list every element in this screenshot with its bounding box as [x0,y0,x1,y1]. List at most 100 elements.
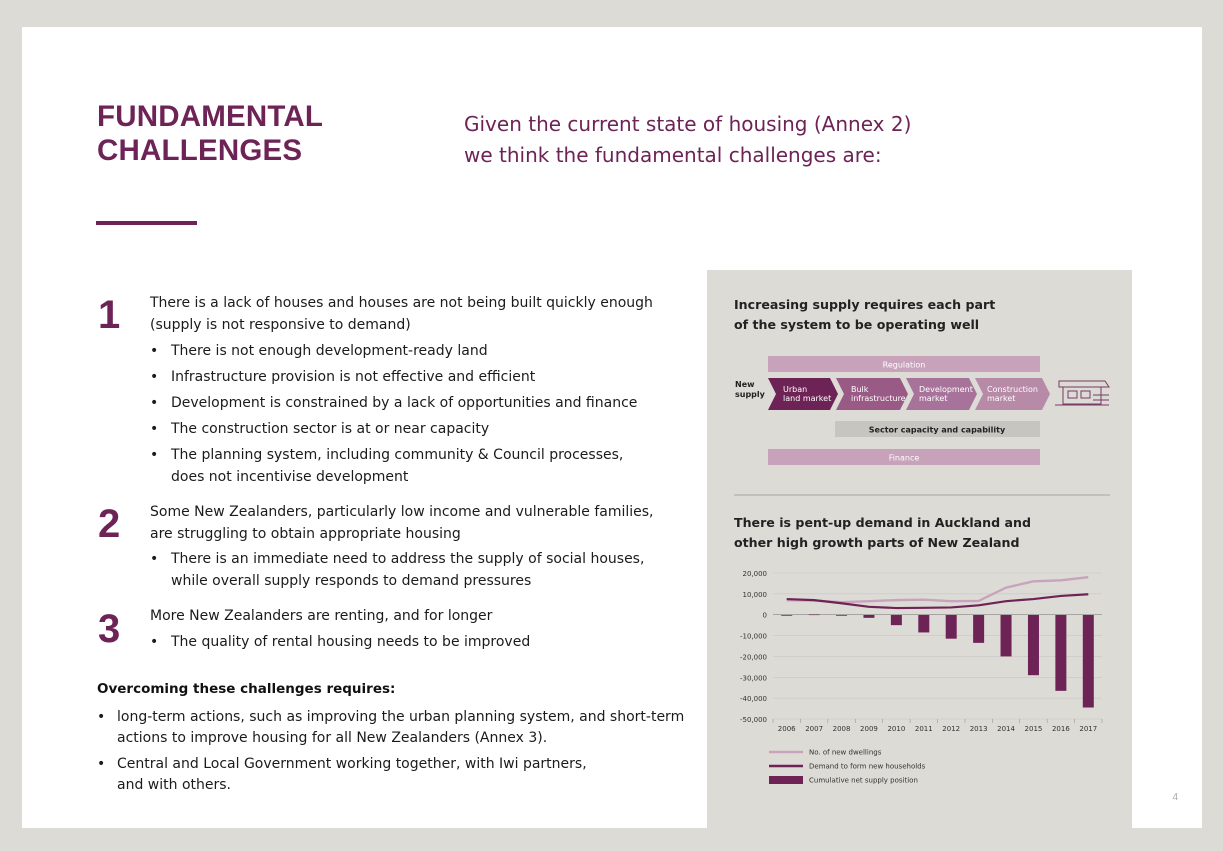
subtitle-line: we think the fundamental challenges are: [464,143,882,167]
bar-net-supply [781,614,793,616]
house-icon [1055,380,1110,406]
bar-net-supply [890,614,902,626]
step-arrow-urban [768,378,838,410]
bullet-line: and with others. [117,777,231,793]
challenge-bullet: There is an immediate need to address th… [150,548,644,592]
challenge-bullet: Development is constrained by a lack of … [150,392,637,414]
bullet-line: There is an immediate need to address th… [171,551,645,567]
infographic-panel: Increasing supply requires each part of … [707,270,1132,828]
x-tick-label: 2009 [860,725,878,733]
chart-title-line: other high growth parts of New Zealand [734,535,1020,550]
page-title: FUNDAMENTAL CHALLENGES [97,100,323,168]
bullet-line: Central and Local Government working tog… [117,756,587,772]
legend-net-supply-swatch [769,776,803,784]
overcoming-bullet: long-term actions, such as improving the… [97,707,684,749]
challenge-text: More New Zealanders are renting, and for… [150,608,493,624]
challenge-bullet: The planning system, including community… [150,444,623,488]
finance-label: Finance [889,454,920,463]
legend-new-dwellings-label: No. of new dwellings [809,749,882,757]
subtitle: Given the current state of housing (Anne… [464,109,911,171]
regulation-bar [768,356,1040,372]
step-label: market [987,394,1015,403]
overcoming-bullet: Central and Local Government working tog… [97,754,587,796]
step-label: Bulk [851,385,869,394]
challenge-number: 2 [98,502,121,546]
bar-net-supply [836,614,848,616]
x-tick-label: 2011 [915,725,933,733]
title-line: CHALLENGES [97,134,303,167]
x-tick-label: 2006 [778,725,796,733]
step-label: Urban [783,385,807,394]
x-tick-label: 2017 [1079,725,1097,733]
diagram-title-line: Increasing supply requires each part [734,297,996,312]
title-line: FUNDAMENTAL [97,100,324,133]
bar-net-supply [973,614,985,643]
challenge-number: 1 [98,293,121,337]
chart-title: There is pent-up demand in Auckland and … [734,513,1031,553]
bullet-line: The planning system, including community… [171,447,624,463]
challenge-bullet: There is not enough development-ready la… [150,340,488,362]
new-supply-label: supply [735,390,766,399]
step-label: Development [919,385,973,394]
step-label: market [919,394,947,403]
x-tick-label: 2010 [887,725,905,733]
slide: FUNDAMENTAL CHALLENGES Given the current… [22,27,1202,828]
x-tick-label: 2016 [1052,725,1070,733]
x-tick-label: 2012 [942,725,960,733]
overcoming-title: Overcoming these challenges requires: [97,681,396,697]
bullet-line: does not incentivise development [171,469,409,485]
challenge-text: Some New Zealanders, particularly low in… [150,501,654,545]
page-number: 4 [1172,792,1178,803]
bullet-line: while overall supply responds to demand … [171,573,532,589]
y-tick-label: 0 [763,612,767,620]
line-household-demand [786,593,1089,610]
demand-chart: 20,000 10,000 0 -10,000 -20,000 -30,000 -40,00… [740,570,1103,785]
bar-net-supply [1000,614,1012,657]
challenge-bullet: The quality of rental housing needs to b… [150,631,530,653]
challenge-bullet: The construction sector is at or near ca… [150,418,489,440]
challenge-text-line: are struggling to obtain appropriate hou… [150,526,461,542]
bar-net-supply [1082,614,1094,708]
x-tick-label: 2008 [833,725,851,733]
y-tick-label: -40,000 [740,695,767,703]
step-arrow-bulk [836,378,908,410]
title-underline [96,221,197,225]
sector-capacity-label: Sector capacity and capability [869,426,1006,435]
subtitle-line: Given the current state of housing (Anne… [464,112,912,136]
step-label: land market [783,394,831,403]
bar-net-supply [1027,614,1039,676]
x-tick-label: 2015 [1025,725,1043,733]
bullet-line: actions to improve housing for all New Z… [117,730,548,746]
y-tick-label: -30,000 [740,674,767,682]
legend-net-supply-label: Cumulative net supply position [809,777,918,785]
y-tick-label: -10,000 [740,633,767,641]
x-tick-label: 2014 [997,725,1015,733]
challenge-text-line: There is a lack of houses and houses are… [150,295,653,311]
step-arrow-construction [975,378,1050,410]
sector-capacity-bar [835,421,1040,437]
regulation-label: Regulation [883,361,926,370]
x-tick-label: 2007 [805,725,823,733]
y-tick-label: -20,000 [740,653,767,661]
finance-bar [768,449,1040,465]
bar-net-supply [1055,614,1067,691]
bar-net-supply [918,614,930,633]
diagram-title: Increasing supply requires each part of … [734,295,995,335]
bar-net-supply [945,614,957,639]
bar-net-supply [863,614,875,618]
challenge-number: 3 [98,607,121,651]
diagram-title-line: of the system to be operating well [734,317,980,332]
y-tick-label: -50,000 [740,716,767,724]
supply-diagram: Regulation New supply Urban land market … [734,356,1110,496]
challenge-bullet: Infrastructure provision is not effectiv… [150,366,535,388]
step-arrow-development [906,378,977,410]
y-tick-label: 20,000 [743,570,768,578]
step-label: infrastructure [851,394,906,403]
challenge-text: There is a lack of houses and houses are… [150,292,653,336]
x-tick-label: 2013 [970,725,988,733]
y-tick-label: 10,000 [743,591,768,599]
bullet-line: long-term actions, such as improving the… [117,709,685,725]
new-supply-label: New [735,380,755,389]
challenge-text-line: Some New Zealanders, particularly low in… [150,504,654,520]
chart-title-line: There is pent-up demand in Auckland and [734,515,1031,530]
